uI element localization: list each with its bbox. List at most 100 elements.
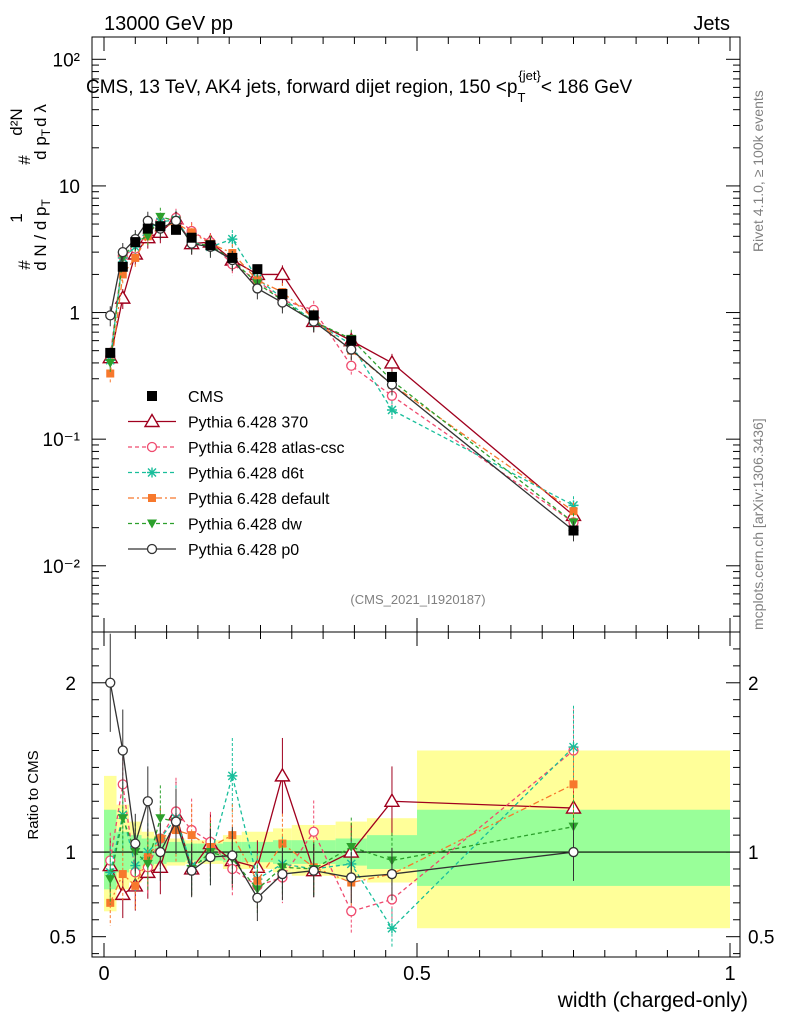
data-point (142, 223, 153, 234)
ratio-point (142, 796, 153, 807)
data-point (186, 232, 197, 243)
x-axis-title: width (charged-only) (557, 989, 748, 1012)
ratio-y-tick-label-right: 1 (748, 843, 759, 864)
series-point (118, 270, 127, 279)
ratio-point (346, 906, 357, 917)
ratio-point (170, 816, 182, 827)
series-3 (106, 213, 578, 523)
series-line (109, 219, 574, 506)
ratio-point (308, 826, 319, 837)
svg-text:#1d N / d pT#d²Nd pTd λ: #1 d N / d pT#d²Nd pTd λ (7, 104, 53, 271)
series-point (277, 297, 288, 308)
data-point (117, 261, 128, 272)
data-point (346, 335, 357, 346)
main-y-tick-label: 10⁻¹ (43, 430, 81, 451)
legend-entry: Pythia 6.428 default (128, 491, 330, 508)
series-point (383, 354, 401, 369)
main-y-tick-label: 10 (59, 177, 80, 198)
series-point (252, 283, 263, 294)
series-2 (105, 210, 579, 517)
legend: CMS Pythia 6.428 370 Pythia 6.428 atlas-cs… (128, 389, 345, 559)
legend-entry: Pythia 6.428 370 (128, 413, 308, 432)
ratio-point (383, 792, 401, 807)
series-point (106, 369, 115, 378)
ratio-point (227, 850, 238, 861)
legend-marker (146, 441, 158, 453)
main-y-tick-label: 1 (69, 304, 80, 325)
ratio-series-5 (105, 633, 579, 922)
data-point (155, 221, 166, 232)
ratio-point (186, 865, 197, 876)
x-tick-label: 0.5 (403, 963, 431, 985)
main-y-tick-label: 10⁻² (43, 557, 81, 578)
data-point (170, 224, 181, 235)
legend-marker (147, 519, 157, 529)
legend-entry: Pythia 6.428 atlas-csc (128, 440, 345, 457)
series-point (386, 404, 397, 415)
ratio-point (142, 859, 153, 869)
ratio-y-tick-label: 2 (65, 674, 76, 695)
ratio-y-tick-label: 0.5 (50, 928, 76, 949)
ratio-point (568, 742, 579, 753)
ratio-point (346, 842, 357, 852)
series-point (569, 507, 578, 516)
series-point (117, 246, 128, 258)
energy-label: 13000 GeV pp (104, 13, 233, 35)
ratio-point (130, 838, 141, 849)
ratio-frame (91, 631, 741, 958)
legend-label: Pythia 6.428 atlas-csc (188, 440, 345, 457)
legend-label: CMS (188, 389, 224, 406)
series-5 (105, 211, 579, 542)
ratio-point (386, 923, 397, 934)
ratio-point (278, 839, 287, 848)
x-tick-label: 0 (98, 963, 109, 985)
series-1 (105, 208, 579, 534)
ratio-series-line (109, 746, 574, 930)
ratio-point (106, 898, 115, 907)
main-y-tick-label: 10² (53, 50, 80, 71)
data-series (105, 221, 579, 536)
legend-marker (147, 391, 157, 401)
analysis-tag: (CMS_2021_I1920187) (350, 592, 485, 607)
ratio-point (252, 892, 263, 903)
legend-marker (143, 413, 161, 428)
series-point (105, 358, 116, 368)
data-point (252, 264, 263, 275)
series-point (105, 310, 116, 321)
ratio-point (346, 872, 357, 883)
ratio-y-tick-label-right: 2 (748, 674, 759, 695)
series-line (109, 216, 574, 523)
series-point (155, 212, 166, 222)
main-title: CMS, 13 TeV, AK4 jets, forward dijet reg… (86, 68, 633, 105)
category-label: Jets (693, 13, 730, 35)
data-point (568, 525, 579, 536)
data-point (308, 310, 319, 321)
legend-entry: Pythia 6.428 p0 (128, 542, 299, 559)
series-point (131, 253, 140, 262)
series-line (109, 219, 574, 532)
series-4 (105, 207, 579, 534)
legend-marker (146, 543, 158, 555)
ratio-point (277, 868, 288, 880)
ratio-point (117, 814, 128, 824)
legend-entry: Pythia 6.428 dw (128, 517, 302, 534)
ratio-point (187, 831, 196, 840)
legend-label: Pythia 6.428 p0 (188, 542, 299, 559)
ratio-y-tick-label: 1 (65, 843, 76, 864)
data-point (205, 240, 216, 251)
ratio-point (386, 868, 398, 880)
series-point (187, 228, 196, 237)
ratio-point (205, 851, 216, 863)
ratio-point (274, 767, 291, 782)
x-tick-label: 1 (724, 963, 735, 985)
legend-marker (147, 467, 157, 478)
series-point (170, 215, 182, 226)
rivet-label: Rivet 4.1.0, ≥ 100k events (750, 90, 766, 252)
ratio-point (105, 677, 116, 688)
legend-label: Pythia 6.428 default (188, 491, 330, 508)
ratio-point (155, 814, 166, 824)
ratio-panel: Ratio to CMS width (charged-only) (25, 631, 748, 1012)
ratio-point (569, 780, 578, 789)
data-point (105, 347, 116, 358)
ratio-y-tick-label-right: 0.5 (748, 928, 774, 949)
